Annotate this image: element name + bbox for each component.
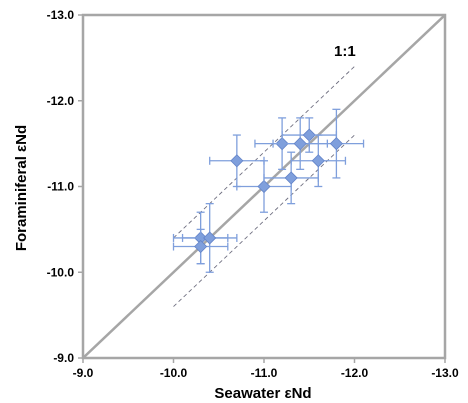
y-tick-label: -13.0: [47, 8, 75, 22]
data-point: [172, 228, 229, 265]
y-tick-label: -12.0: [47, 94, 75, 108]
x-tick-label: -9.0: [73, 366, 94, 380]
diamond-marker: [257, 179, 271, 194]
diamond-marker: [311, 154, 325, 168]
y-tick-label: -10.0: [47, 265, 75, 279]
data-point: [181, 202, 238, 273]
data-point: [236, 160, 292, 213]
x-tick-label: -11.0: [251, 366, 278, 380]
data-point: [209, 134, 265, 188]
x-tick-label: -12.0: [341, 366, 369, 380]
y-axis-title: Foraminiferal εNd: [13, 125, 30, 251]
diamond-marker: [203, 231, 217, 245]
diamond-marker: [284, 171, 298, 185]
diamond-marker: [293, 137, 307, 151]
x-tick-label: -13.0: [431, 366, 459, 380]
diamond-marker: [194, 239, 208, 254]
x-axis-title: Seawater εNd: [214, 385, 311, 402]
data-point: [308, 108, 365, 179]
axis-ticks: -9.0 -10.0 -11.0 -12.0 -13.0 -9.0 -10.0 -11.0 -1…: [47, 8, 459, 380]
y-tick-label: -11.0: [47, 180, 74, 194]
diamond-marker: [329, 137, 343, 151]
data-points: [172, 108, 365, 273]
x-tick-label: -10.0: [160, 366, 188, 380]
diamond-marker: [230, 154, 244, 168]
one-to-one-label: 1:1: [334, 43, 356, 60]
y-tick-label: -9.0: [53, 351, 74, 365]
